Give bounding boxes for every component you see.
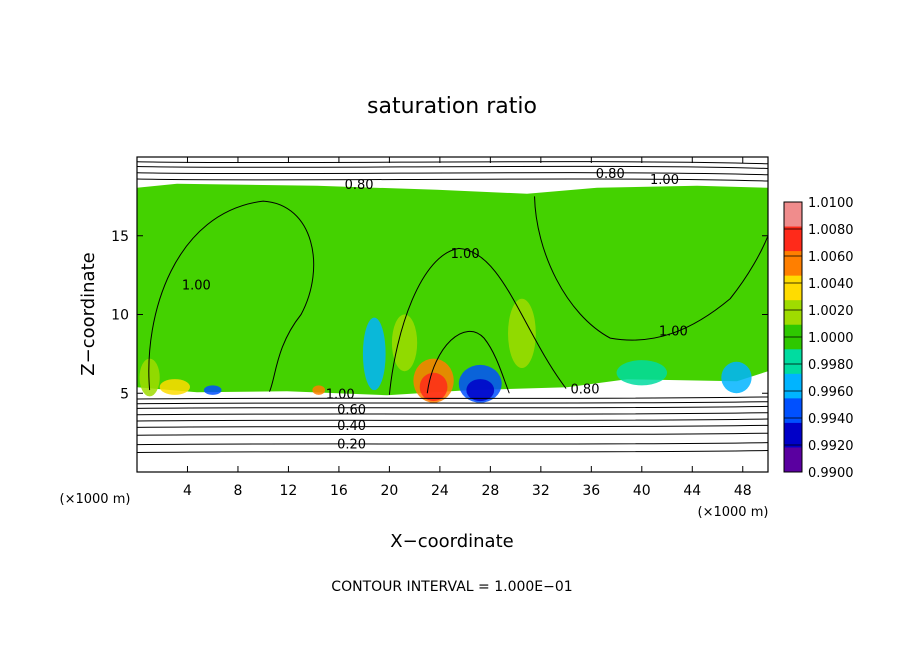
- colorbar-swatch-2: [784, 226, 802, 252]
- anomaly-patch-6: [391, 314, 418, 372]
- contour-label-2: 1.00: [650, 173, 679, 188]
- y-axis-label: Z−coordinate: [78, 252, 99, 375]
- plot-area: [137, 157, 768, 472]
- contour-label-10: 0.40: [337, 419, 366, 434]
- contour-line-upper-3: [137, 165, 768, 169]
- colorbar-label-8: 0.9960: [808, 385, 854, 400]
- contour-label-7: 1.00: [326, 387, 355, 402]
- contour-line-lower-1: [137, 450, 768, 454]
- colorbar-swatch-4: [784, 275, 802, 301]
- colorbar-label-7: 0.9980: [808, 358, 854, 373]
- x-unit-right: (×1000 m): [698, 505, 769, 520]
- y-tick-label-3: 15: [111, 229, 129, 245]
- x-tick-label-3: 12: [280, 483, 298, 499]
- contour-line-lower-5: [137, 418, 768, 422]
- contour-line-dome-1: [148, 200, 315, 392]
- contour-line-lower-6: [137, 412, 768, 416]
- x-tick-label-5: 20: [380, 483, 398, 499]
- colorbar-label-11: 0.9900: [808, 466, 854, 481]
- contour-label-8: 0.80: [571, 383, 600, 398]
- x-tick-label-4: 16: [330, 483, 348, 499]
- colorbar-label-9: 0.9940: [808, 412, 854, 427]
- anomaly-patch-9: [203, 385, 222, 395]
- contour-label-4: 1.00: [451, 247, 480, 262]
- x-tick-label-7: 28: [481, 483, 499, 499]
- contour-line-lower-2: [137, 442, 768, 446]
- x-tick-label-12: 48: [734, 483, 752, 499]
- contour-line-lower-7: [137, 405, 768, 409]
- anomaly-patch-4: [466, 379, 495, 402]
- anomaly-patch-11: [616, 360, 668, 386]
- colorbar-swatch-8: [784, 373, 802, 399]
- x-tick-label-6: 24: [431, 483, 449, 499]
- colorbar-swatch-10: [784, 422, 802, 448]
- y-tick-label-2: 10: [111, 308, 129, 324]
- x-unit-left: (×1000 m): [60, 492, 131, 507]
- contour-line-lower-4: [137, 424, 768, 428]
- y-axis-ticks: 5 10 15: [111, 229, 768, 402]
- anomaly-patch-5: [362, 317, 386, 391]
- colorbar-swatch-9: [784, 398, 802, 424]
- x-axis-ticks: 4 8 12 16 20 24 28 32 36 40 44 48: [183, 157, 752, 499]
- anomaly-patch-10: [312, 385, 326, 395]
- contour-interval-note: CONTOUR INTERVAL = 1.000E−01: [331, 579, 572, 595]
- x-tick-label-2: 8: [233, 483, 242, 499]
- colorbar: 1.0100 1.0080 1.0060 1.0040 1.0020 1.0000 0.99…: [783, 196, 854, 481]
- saturated-region: [137, 183, 768, 396]
- colorbar-label-2: 1.0080: [808, 223, 854, 238]
- x-axis-label: X−coordinate: [390, 531, 513, 552]
- anomaly-patch-13: [139, 358, 160, 397]
- chart-title: saturation ratio: [367, 94, 537, 119]
- colorbar-swatch-11: [784, 447, 802, 473]
- contour-label-3: 0.80: [345, 178, 374, 193]
- contour-line-dome-3: [426, 331, 510, 394]
- x-tick-label-10: 40: [633, 483, 651, 499]
- colorbar-label-10: 0.9920: [808, 439, 854, 454]
- anomaly-patch-7: [508, 298, 536, 369]
- anomaly-patch-12: [721, 361, 752, 394]
- contour-label-9: 0.60: [337, 403, 366, 418]
- colorbar-label-3: 1.0060: [808, 250, 854, 265]
- contour-line-upper-2: [137, 172, 768, 176]
- contour-label-1: 0.80: [596, 167, 625, 182]
- contour-labels: 0.80 1.00 0.80 1.00 1.00 1.00 1.00 0.80 0.600.40…: [182, 167, 688, 453]
- x-tick-label-1: 4: [183, 483, 192, 499]
- contour-line-upper-4: [137, 161, 768, 165]
- colorbar-label-1: 1.0100: [808, 196, 854, 211]
- colorbar-swatch-5: [784, 300, 802, 326]
- colorbar-label-5: 1.0020: [808, 304, 854, 319]
- colorbar-label-4: 1.0040: [808, 277, 854, 292]
- contour-label-11: 0.20: [337, 438, 366, 453]
- contour-label-5: 1.00: [182, 279, 211, 294]
- x-tick-label-8: 32: [532, 483, 550, 499]
- colorbar-swatch-7: [784, 349, 802, 375]
- contour-line-upper-1: [137, 178, 768, 182]
- colorbar-label-6: 1.0000: [808, 331, 854, 346]
- contour-line-dome-4: [534, 196, 768, 341]
- y-tick-label-1: 5: [120, 386, 129, 402]
- contour-line-lower-3: [137, 432, 768, 436]
- contour-line-dome-2: [388, 247, 567, 395]
- contour-line-lower-9: [137, 396, 768, 400]
- contour-label-6: 1.00: [659, 324, 688, 339]
- anomaly-patch-2: [419, 372, 448, 402]
- colorbar-swatch-1: [784, 202, 802, 228]
- anomaly-patch-8: [159, 379, 191, 395]
- x-tick-label-9: 36: [582, 483, 600, 499]
- colorbar-swatch-3: [784, 251, 802, 277]
- x-tick-label-11: 44: [683, 483, 701, 499]
- contour-line-lower-8: [137, 401, 768, 405]
